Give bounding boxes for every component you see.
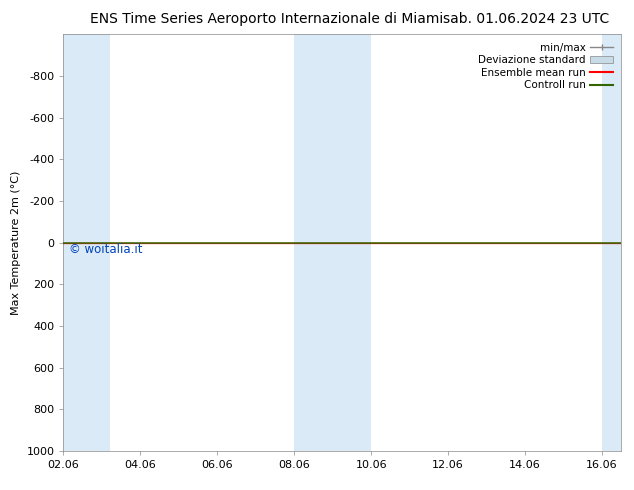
Bar — [63, 34, 110, 451]
Text: © woitalia.it: © woitalia.it — [69, 244, 143, 256]
Text: ENS Time Series Aeroporto Internazionale di Miami: ENS Time Series Aeroporto Internazionale… — [89, 12, 443, 26]
Text: sab. 01.06.2024 23 UTC: sab. 01.06.2024 23 UTC — [443, 12, 609, 26]
Y-axis label: Max Temperature 2m (°C): Max Temperature 2m (°C) — [11, 171, 21, 315]
Bar — [294, 34, 372, 451]
Legend: min/max, Deviazione standard, Ensemble mean run, Controll run: min/max, Deviazione standard, Ensemble m… — [476, 40, 616, 94]
Bar — [602, 34, 621, 451]
